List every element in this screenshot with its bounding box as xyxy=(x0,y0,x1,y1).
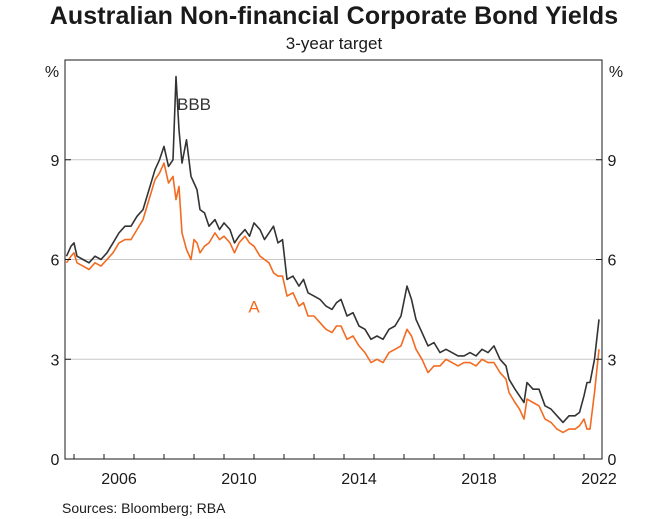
x-tick-label: 2014 xyxy=(341,471,377,488)
y-tick-label-right: 9 xyxy=(608,153,617,170)
chart-subtitle: 3-year target xyxy=(285,34,383,53)
series-line-bbb xyxy=(65,75,600,424)
gridlines xyxy=(65,159,602,360)
x-tick-label: 2018 xyxy=(461,471,497,488)
series-label-bbb: BBB xyxy=(177,95,211,114)
y-tick-label-right: 3 xyxy=(608,352,617,369)
y-tick-label-left: 9 xyxy=(51,153,60,170)
series-line-a xyxy=(65,162,600,434)
source-note: Sources: Bloomberg; RBA xyxy=(62,500,226,516)
right-unit-label: % xyxy=(609,64,623,81)
left-unit-label: % xyxy=(45,64,59,81)
series-label-a: A xyxy=(248,298,260,317)
y-tick-label-left: 3 xyxy=(51,352,60,369)
axis-ticks: 0 0 3 3 6 6 9 9 2006 2010 2014 2018 2022 xyxy=(51,153,617,488)
y-tick-label-right: 0 xyxy=(608,452,617,469)
y-tick-label-left: 0 xyxy=(51,452,60,469)
x-tick-label: 2022 xyxy=(581,471,617,488)
series-lines: BBB A xyxy=(65,75,600,434)
y-tick-label-right: 6 xyxy=(608,253,617,270)
chart-title: Australian Non-financial Corporate Bond … xyxy=(49,2,619,30)
y-tick-label-left: 6 xyxy=(51,253,60,270)
x-tick-label: 2006 xyxy=(101,471,137,488)
x-tick-label: 2010 xyxy=(221,471,257,488)
